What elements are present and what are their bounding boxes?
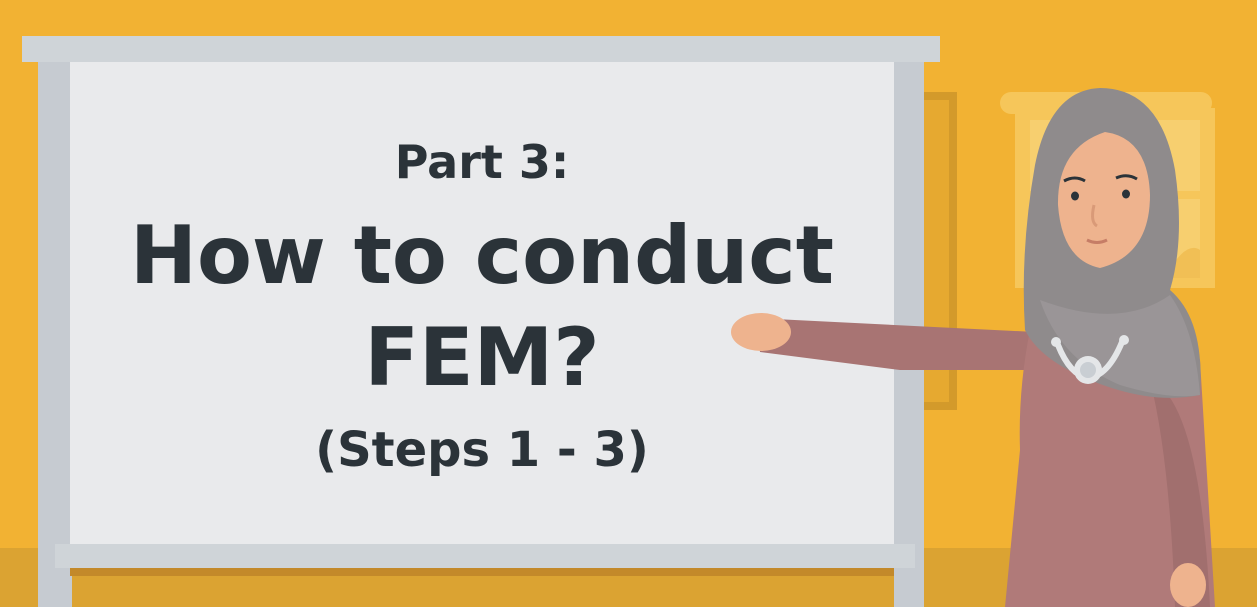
title-line-2: FEM? bbox=[364, 311, 600, 404]
stethoscope-icon bbox=[1051, 335, 1129, 384]
board-ledge-shadow bbox=[70, 568, 894, 576]
part-label: Part 3: bbox=[394, 135, 570, 189]
presenter-character bbox=[731, 88, 1215, 607]
whiteboard bbox=[70, 62, 894, 546]
steps-subtitle: (Steps 1 - 3) bbox=[315, 422, 649, 478]
presenter-arm bbox=[755, 318, 1050, 370]
board-ledge bbox=[55, 544, 915, 568]
title-line-1: How to conduct bbox=[130, 209, 834, 302]
board-leg-left bbox=[38, 60, 72, 607]
board-top-bar bbox=[22, 36, 940, 62]
presenter-hand bbox=[731, 313, 791, 351]
presenter-face bbox=[1057, 132, 1150, 268]
